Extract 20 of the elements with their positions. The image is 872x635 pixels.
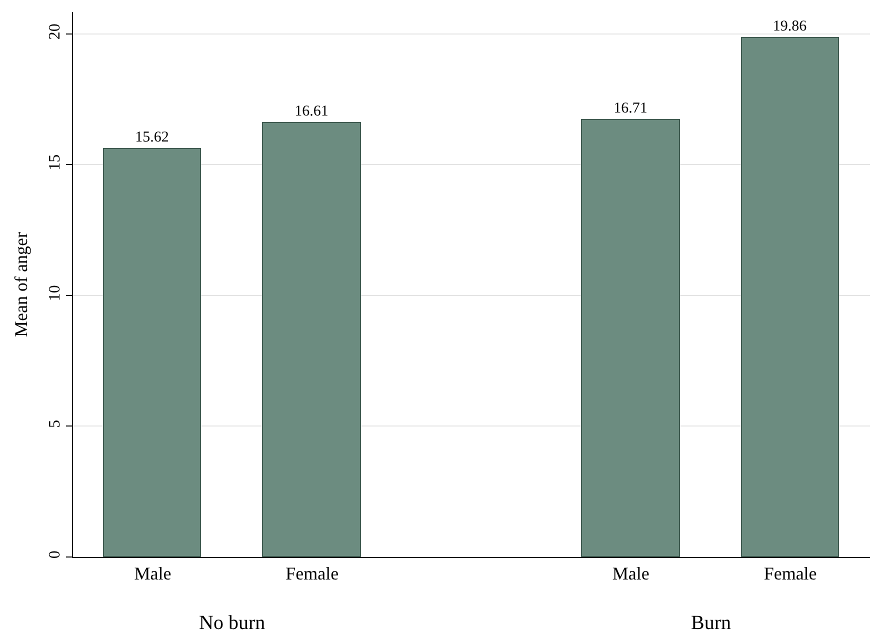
text: Burn	[691, 612, 731, 634]
y-tick-label: 0	[46, 550, 64, 559]
y-tick-label: 10	[46, 285, 64, 302]
y-tick-label: 5	[46, 420, 64, 428]
text: No burn	[199, 612, 266, 634]
y-axis-title: Mean of anger	[11, 232, 31, 337]
bar	[741, 37, 839, 557]
bar	[262, 122, 361, 557]
data-label: 16.71	[614, 100, 648, 116]
data-label: 15.62	[135, 130, 169, 146]
y-tick-label: 15	[46, 154, 64, 170]
x-tick-label: Female	[286, 564, 339, 584]
bar	[103, 148, 201, 557]
data-label: 16.61	[294, 104, 328, 120]
x-tick-label: Female	[764, 564, 817, 584]
y-tick-label: 20	[46, 24, 64, 40]
data-label: 19.86	[772, 18, 808, 34]
x-tick-label: Male	[134, 564, 172, 584]
x-tick-label: Male	[612, 564, 650, 584]
bar	[581, 119, 680, 557]
